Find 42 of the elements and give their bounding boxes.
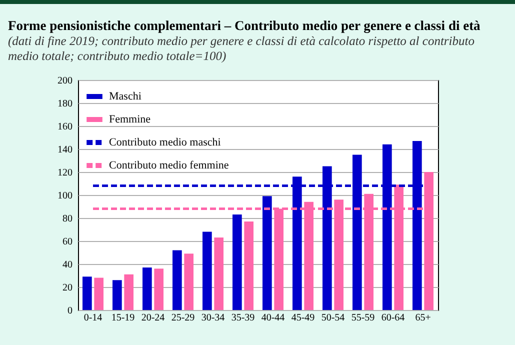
y-tick-label: 100 <box>58 190 72 202</box>
bar <box>214 238 224 310</box>
bar <box>262 196 272 310</box>
legend-label: Contributo medio femmine <box>109 160 229 172</box>
y-tick-label: 40 <box>62 260 72 270</box>
x-tick-label: 0-14 <box>84 312 102 324</box>
x-tick-label: 20-24 <box>141 312 165 324</box>
bar <box>232 214 242 310</box>
y-tick-label: 120 <box>58 168 72 178</box>
y-tick-label: 160 <box>58 122 72 132</box>
x-tick-label: 65+ <box>415 312 432 324</box>
legend-label: Contributo medio maschi <box>109 136 221 148</box>
y-tick-label: 140 <box>58 144 72 156</box>
x-tick-label: 30-34 <box>201 312 225 324</box>
y-tick-label: 60 <box>62 236 72 248</box>
y-tick-label: 20 <box>62 282 72 294</box>
x-tick-label: 40-44 <box>261 312 285 324</box>
bar <box>154 268 164 310</box>
x-tick-label: 15-19 <box>111 312 135 324</box>
chart-subtitle: (dati di fine 2019; contributo medio per genere e classi di età calcolato rispetto al contributo medio totale; contributo medio totale=100) <box>7 34 476 64</box>
bar <box>124 274 134 310</box>
bar <box>202 232 212 310</box>
y-tick-label: 80 <box>62 214 72 224</box>
x-tick-label: 55-59 <box>351 312 375 324</box>
x-tick-label: 45-49 <box>291 312 315 324</box>
legend-label: Maschi <box>109 90 142 102</box>
x-tick-label: 25-29 <box>171 312 195 324</box>
bar <box>82 276 92 310</box>
x-tick-label: 60-64 <box>381 312 405 324</box>
chart-title: Forme pensionistiche complementari – Contributo medio per genere e classi di età <box>7 17 482 34</box>
legend-label: Femmine <box>109 114 151 126</box>
bar <box>112 280 122 310</box>
x-tick-label: 50-54 <box>321 312 345 324</box>
y-tick-label: 0 <box>68 306 72 316</box>
bar <box>184 254 194 310</box>
y-tick-label: 180 <box>58 98 72 110</box>
bar <box>172 250 182 310</box>
bar <box>142 267 152 310</box>
bar <box>94 278 104 310</box>
x-tick-label: 35-39 <box>231 312 255 324</box>
bar <box>244 221 254 310</box>
y-tick-label: 200 <box>58 76 72 86</box>
